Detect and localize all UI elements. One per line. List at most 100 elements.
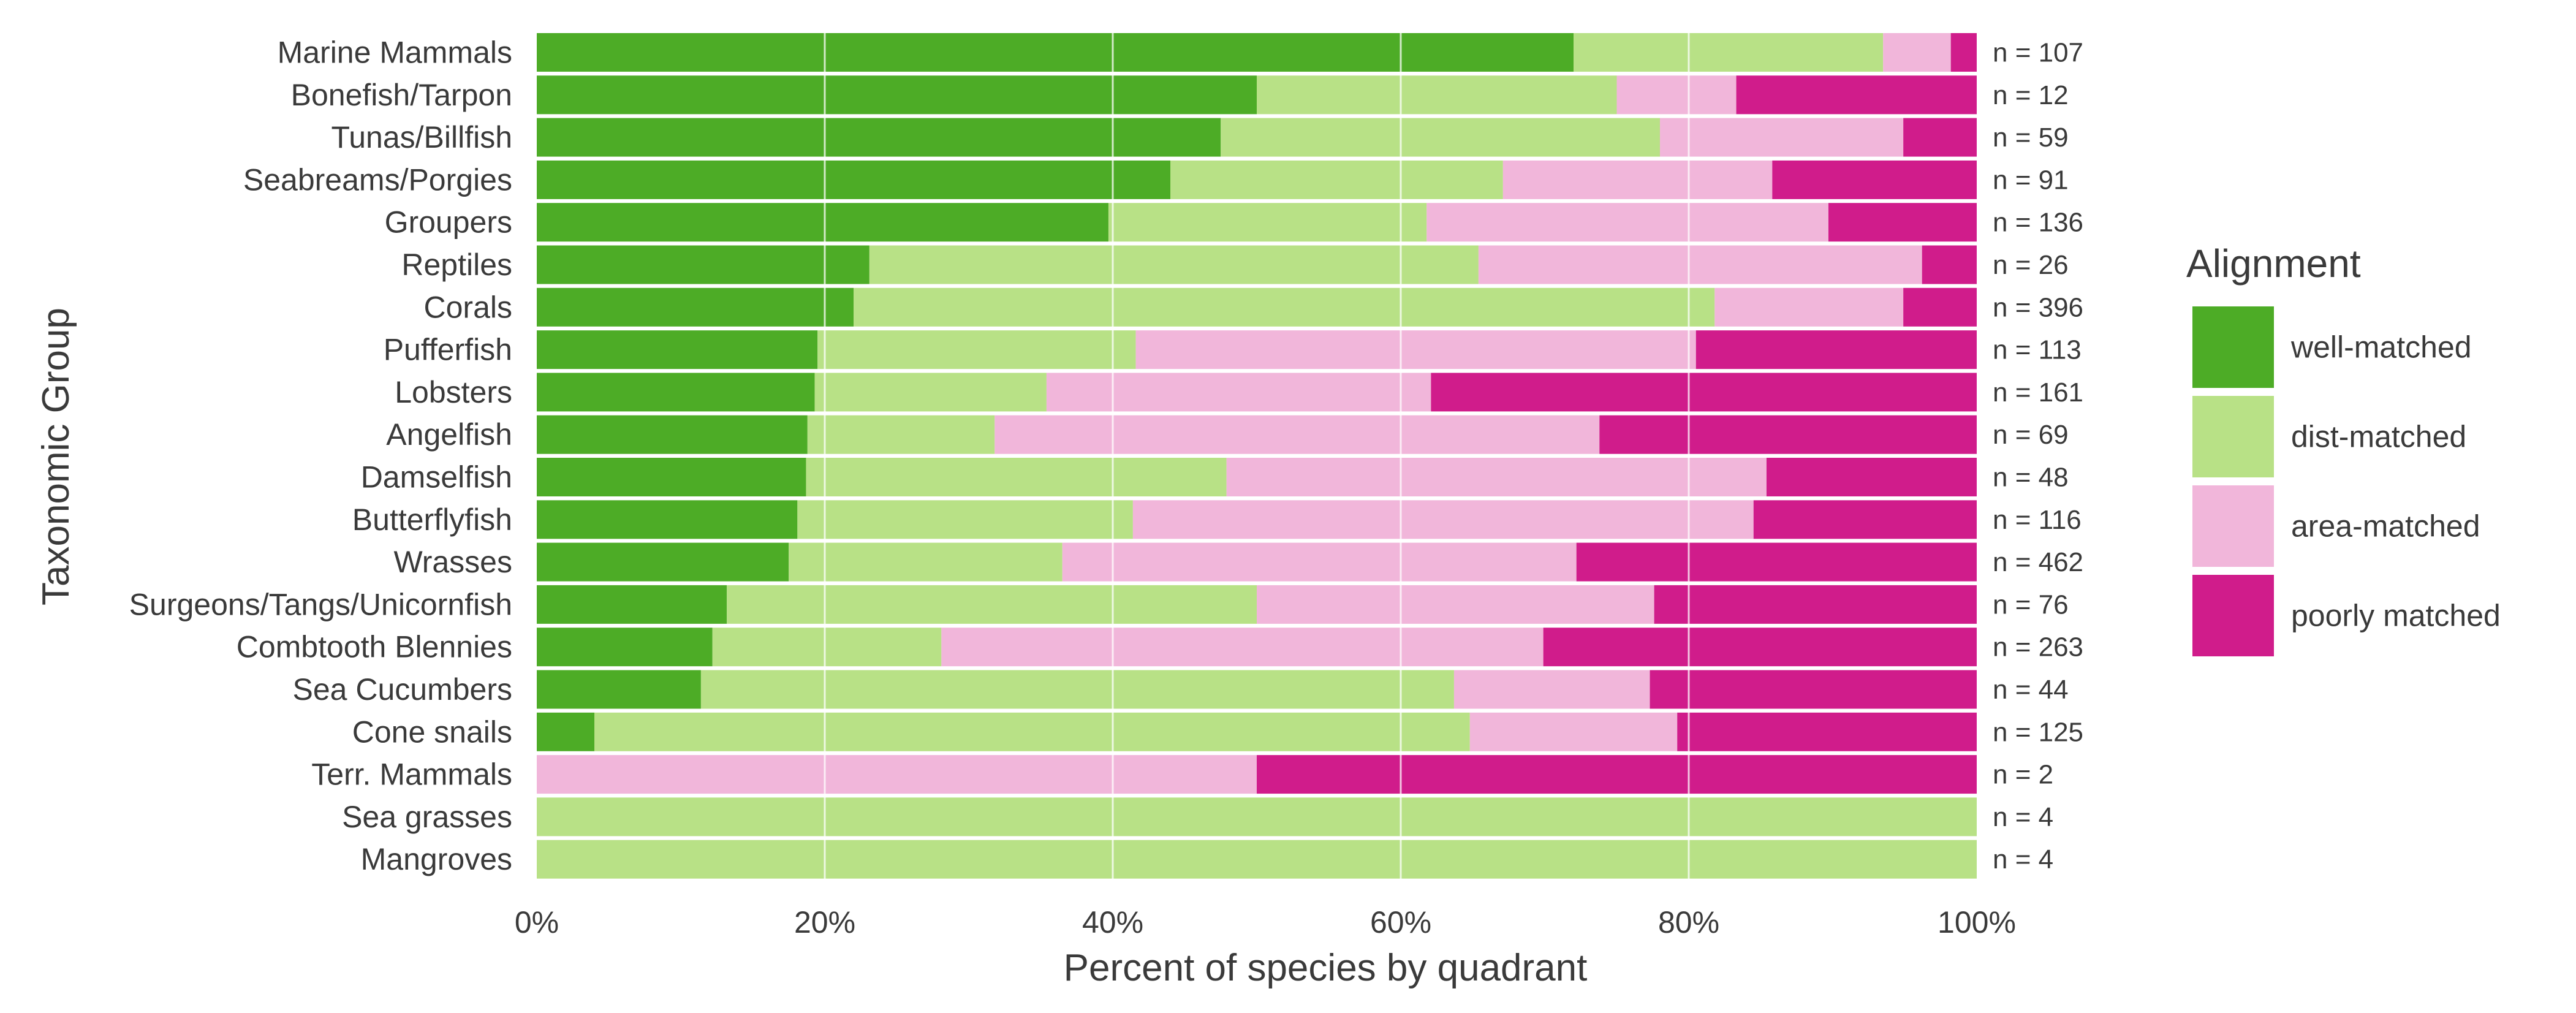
bar-segment	[537, 458, 806, 496]
bar-segment	[537, 160, 1170, 199]
category-label: Wrasses	[393, 545, 512, 579]
category-label: Reptiles	[401, 248, 512, 282]
category-labels: Marine Mammals Bonefish/Tarpon Tunas/Billf…	[129, 36, 512, 877]
bar-segment	[1883, 33, 1951, 72]
sample-size-label: n = 136	[1993, 208, 2083, 238]
bar-segment	[1922, 245, 1977, 284]
bar-segment	[1766, 458, 1977, 496]
bar-segment	[537, 712, 594, 751]
bar-segment	[537, 670, 701, 709]
legend-label: dist-matched	[2291, 420, 2466, 454]
bar-segment	[1576, 542, 1977, 582]
bar-segment	[727, 585, 1257, 624]
bar-segment	[537, 500, 798, 539]
sample-size-label: n = 76	[1993, 590, 2069, 620]
bar-segment	[941, 628, 1544, 667]
bar-segment	[1469, 712, 1678, 751]
bar-segment	[537, 118, 1221, 157]
legend-label: well-matched	[2290, 330, 2472, 365]
x-tick-labels: 0% 20% 40% 60% 80% 100%	[515, 905, 2016, 939]
bar-segment	[1695, 330, 1977, 370]
bar-segment	[537, 628, 713, 667]
x-tick-label: 0%	[515, 905, 559, 939]
category-label: Combtooth Blennies	[237, 630, 512, 664]
bar-segment	[1654, 585, 1977, 624]
sample-size-label: n = 161	[1993, 378, 2083, 408]
x-tick-label: 100%	[1938, 905, 2016, 939]
sample-size-label: n = 125	[1993, 717, 2083, 747]
bar-segment	[1502, 160, 1773, 199]
bar-segment	[869, 245, 1479, 284]
bar-segment	[1574, 33, 1884, 72]
bar-segment	[1062, 542, 1577, 582]
sample-size-label: n = 116	[1993, 505, 2082, 535]
legend-swatch	[2192, 485, 2274, 567]
category-label: Seabreams/Porgies	[243, 162, 512, 197]
legend-swatch	[2192, 396, 2274, 477]
bar-segment	[1046, 373, 1431, 412]
bar-segment	[1221, 118, 1660, 157]
bar-segment	[712, 628, 942, 667]
bar-segment	[537, 330, 818, 370]
bar-segment	[537, 585, 727, 624]
bar-segment	[814, 373, 1047, 412]
bar-segment	[1135, 330, 1696, 370]
bar-segment	[537, 373, 815, 412]
bar-segment	[537, 75, 1257, 115]
y-axis-title: Taxonomic Group	[35, 308, 77, 605]
bar-segment	[1772, 160, 1977, 199]
legend: Alignment well-matched dist-matched area-m…	[2186, 241, 2501, 656]
bar-segment	[537, 203, 1108, 242]
bar-segment	[1736, 75, 1977, 115]
bar-segment	[1426, 203, 1828, 242]
category-label: Mangroves	[361, 842, 512, 876]
bar-segment	[1108, 203, 1427, 242]
bar-segment	[807, 415, 995, 454]
bar-segment	[1753, 500, 1977, 539]
bar-segment	[797, 500, 1133, 539]
category-label: Cone snails	[352, 715, 512, 749]
category-label: Sea grasses	[342, 800, 512, 834]
x-tick-label: 80%	[1658, 905, 1719, 939]
sample-size-label: n = 12	[1993, 80, 2069, 110]
sample-size-label: n = 44	[1993, 675, 2069, 705]
category-label: Terr. Mammals	[311, 757, 512, 792]
x-tick-label: 60%	[1370, 905, 1431, 939]
bar-segment	[1132, 500, 1754, 539]
sample-size-label: n = 2	[1993, 760, 2053, 790]
bar-segment	[994, 415, 1600, 454]
category-label: Angelfish	[386, 417, 512, 452]
sample-size-label: n = 59	[1993, 123, 2069, 153]
sample-size-label: n = 263	[1993, 632, 2083, 662]
bar-segment	[1226, 458, 1767, 496]
sample-size-label: n = 26	[1993, 250, 2069, 280]
category-label: Damselfish	[361, 460, 512, 495]
category-label: Surgeons/Tangs/Unicornfish	[129, 587, 512, 621]
bar-segment	[537, 287, 854, 327]
bar-segment	[1543, 628, 1977, 667]
category-label: Pufferfish	[384, 333, 512, 367]
bar-segment	[537, 33, 1574, 72]
category-label: Groupers	[385, 205, 512, 240]
x-tick-label: 40%	[1082, 905, 1143, 939]
sample-size-label: n = 396	[1993, 292, 2083, 322]
sample-size-label: n = 48	[1993, 463, 2069, 493]
sample-size-label: n = 91	[1993, 165, 2069, 195]
bar-segment	[1950, 33, 1977, 72]
bar-segment	[1650, 670, 1977, 709]
legend-label: area-matched	[2291, 509, 2480, 544]
bar-segment	[806, 458, 1227, 496]
x-tick-label: 20%	[794, 905, 855, 939]
bar-segment	[1431, 373, 1977, 412]
bar-segment	[1903, 118, 1977, 157]
category-label: Marine Mammals	[278, 36, 512, 70]
bar-segment	[1257, 75, 1617, 115]
bar-segment	[537, 840, 1977, 879]
bar-segment	[854, 287, 1715, 327]
legend-title: Alignment	[2186, 241, 2361, 286]
sample-size-label: n = 4	[1993, 844, 2053, 875]
bar-segment	[537, 797, 1977, 837]
bar-segment	[594, 712, 1470, 751]
sample-size-labels: n = 107 n = 12 n = 59 n = 91 n = 136 n = 26 n …	[1993, 38, 2083, 875]
